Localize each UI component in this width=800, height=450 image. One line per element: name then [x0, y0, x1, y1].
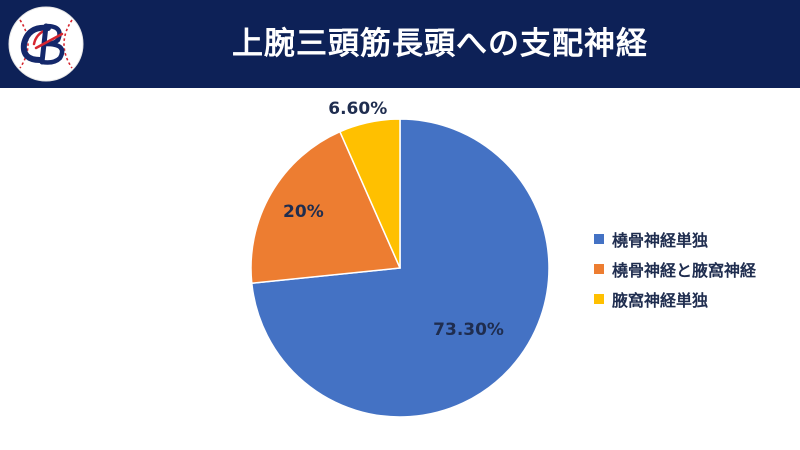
legend-item-2: 橈骨神経と腋窩神経 — [594, 254, 794, 284]
data-label-3: 6.60% — [328, 99, 387, 119]
baseball-logo-icon — [8, 6, 84, 82]
legend-swatch — [594, 234, 604, 244]
legend-label: 腋窩神経単独 — [612, 291, 709, 310]
header-bar: 上腕三頭筋長頭への支配神経 — [0, 0, 800, 88]
legend-item-1: 橈骨神経単独 — [594, 224, 794, 254]
pie-slice-3 — [338, 118, 401, 269]
legend-label: 橈骨神経単独 — [612, 231, 709, 250]
page-title: 上腕三頭筋長頭への支配神経 — [232, 26, 648, 62]
pie-slice-2 — [250, 130, 402, 285]
data-label-2: 20% — [283, 202, 324, 222]
legend-swatch — [594, 264, 604, 274]
data-label-1: 73.30% — [433, 320, 504, 340]
chart-legend: 橈骨神経単独橈骨神経と腋窩神経 腋窩神経単独 — [594, 224, 794, 314]
legend-swatch — [594, 294, 604, 304]
legend-label: 橈骨神経と腋窩神経 — [612, 261, 757, 280]
legend-item-3: 腋窩神経単独 — [594, 284, 794, 314]
